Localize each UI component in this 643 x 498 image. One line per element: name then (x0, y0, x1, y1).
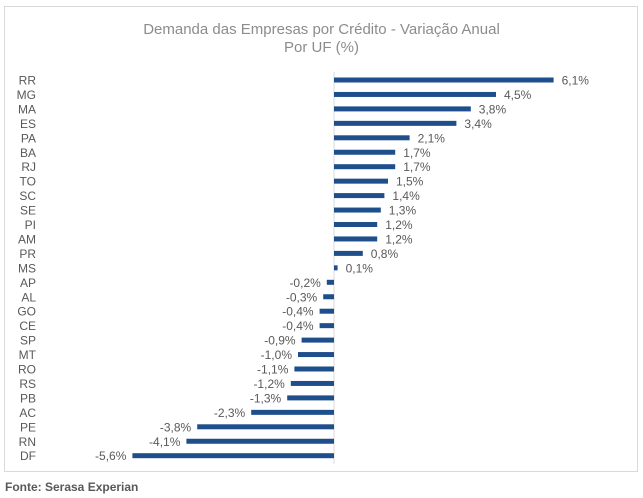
data-label-df: -5,6% (95, 449, 127, 463)
bar-se (334, 207, 381, 213)
bar-df (132, 453, 334, 459)
data-label-ms: 0,1% (346, 261, 374, 275)
bar-go (319, 308, 334, 314)
data-label-ma: 3,8% (479, 102, 507, 116)
data-label-pa: 2,1% (418, 131, 446, 145)
bar-sp (301, 337, 334, 343)
bar-pi (334, 222, 378, 227)
data-label-pb: -1,3% (250, 391, 282, 405)
data-label-se: 1,3% (389, 204, 417, 218)
category-label-rn: RN (19, 435, 36, 449)
bar-ap (326, 279, 334, 285)
category-label-mt: MT (19, 348, 37, 362)
data-label-sp: -0,9% (264, 334, 296, 348)
bar-pe (197, 424, 334, 430)
bar-al (323, 294, 334, 300)
bar-to (334, 178, 388, 184)
chart-subtitle: Por UF (%) (284, 39, 359, 56)
category-label-mg: MG (17, 88, 36, 102)
bar-mt (298, 352, 334, 358)
bar-ac (251, 409, 334, 415)
data-label-rn: -4,1% (149, 435, 181, 449)
category-label-ap: AP (20, 276, 36, 290)
category-label-ma: MA (18, 102, 36, 116)
data-label-pe: -3,8% (160, 420, 192, 434)
bar-rs (290, 380, 334, 386)
bar-mg (334, 91, 496, 97)
bar-ro (294, 366, 334, 372)
data-label-rs: -1,2% (253, 377, 285, 391)
bar-pr (334, 250, 363, 256)
bar-ce (319, 323, 334, 329)
category-label-sc: SC (19, 189, 36, 203)
data-label-go: -0,4% (282, 305, 314, 319)
category-label-se: SE (20, 204, 36, 218)
category-label-rj: RJ (21, 160, 36, 174)
category-label-df: DF (20, 449, 36, 463)
category-label-rr: RR (19, 74, 37, 88)
category-label-pr: PR (19, 247, 36, 261)
data-label-pr: 0,8% (371, 247, 399, 261)
category-label-ms: MS (18, 261, 36, 275)
bar-ma (334, 106, 471, 112)
category-label-to: TO (20, 175, 36, 189)
data-label-ro: -1,1% (257, 363, 289, 377)
category-label-ro: RO (18, 363, 36, 377)
category-label-go: GO (17, 305, 36, 319)
data-label-ap: -0,2% (289, 276, 321, 290)
bar-rr (334, 77, 554, 83)
data-label-rr: 6,1% (562, 74, 590, 88)
chart-title: Demanda das Empresas por Crédito - Varia… (143, 21, 500, 38)
category-label-al: AL (21, 290, 36, 304)
data-label-ce: -0,4% (282, 319, 314, 333)
data-label-pi: 1,2% (385, 218, 413, 232)
category-label-es: ES (20, 117, 36, 131)
data-label-sc: 1,4% (392, 189, 420, 203)
source-note: Fonte: Serasa Experian (5, 480, 139, 494)
bar-pb (287, 395, 334, 401)
chart-frame (4, 6, 638, 472)
category-label-ce: CE (19, 319, 36, 333)
bar-sc (334, 193, 385, 199)
category-label-pa: PA (21, 131, 36, 145)
data-label-mg: 4,5% (504, 88, 532, 102)
data-label-am: 1,2% (385, 232, 413, 246)
data-label-rj: 1,7% (403, 160, 431, 174)
data-label-es: 3,4% (464, 117, 492, 131)
bar-rj (334, 164, 396, 170)
category-label-ba: BA (20, 146, 36, 160)
category-label-rs: RS (19, 377, 36, 391)
bar-am (334, 236, 378, 242)
data-label-to: 1,5% (396, 175, 424, 189)
bar-rn (186, 438, 334, 444)
category-label-pe: PE (20, 420, 36, 434)
bar-ms (334, 265, 338, 271)
data-label-ac: -2,3% (214, 406, 246, 420)
category-label-pi: PI (25, 218, 36, 232)
bar-es (334, 120, 457, 126)
category-label-sp: SP (20, 334, 36, 348)
bar-pa (334, 135, 410, 141)
bar-ba (334, 149, 396, 155)
data-label-al: -0,3% (286, 290, 318, 304)
data-label-ba: 1,7% (403, 146, 431, 160)
category-label-ac: AC (19, 406, 36, 420)
category-label-am: AM (18, 232, 36, 246)
category-label-pb: PB (20, 391, 36, 405)
data-label-mt: -1,0% (261, 348, 293, 362)
